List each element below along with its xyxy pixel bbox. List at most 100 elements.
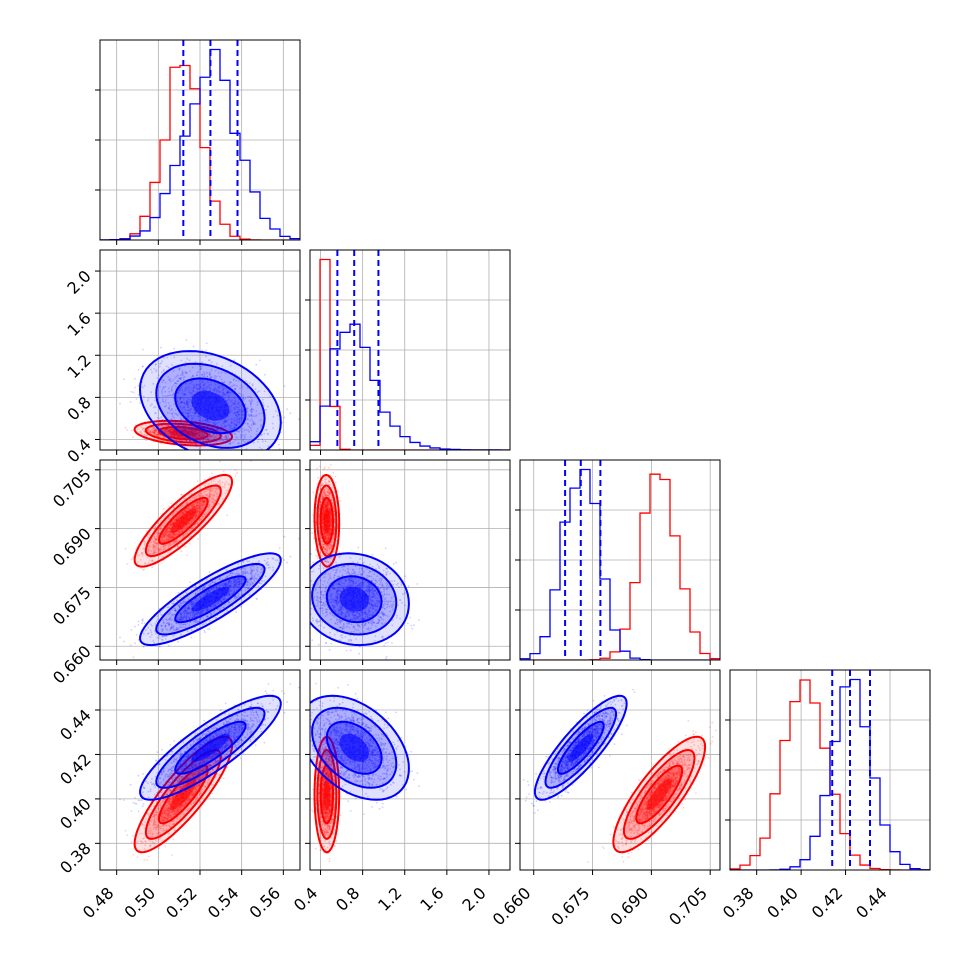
scatter-panel-3-0 <box>99 669 301 871</box>
y-tick-label: 0.8 <box>63 393 94 424</box>
density-fill <box>191 733 230 762</box>
hist-panel-1 <box>305 249 511 451</box>
density-contour <box>157 496 209 545</box>
scatter-panel-3-2 <box>519 669 721 871</box>
scatter-panel-3-1 <box>309 669 511 871</box>
x-tick-label: 0.4 <box>290 883 321 914</box>
grid-lines <box>100 460 300 660</box>
panel-frame <box>309 249 511 451</box>
histogram-step-line <box>310 258 510 450</box>
y-tick-label: 0.660 <box>49 642 95 688</box>
scatter-panel-2-0 <box>99 459 301 661</box>
density-contour <box>311 706 398 789</box>
x-tick-label: 0.40 <box>763 883 802 922</box>
panel-content <box>100 250 300 450</box>
density-contour <box>612 735 707 854</box>
y-tick-label: 0.675 <box>49 583 95 629</box>
density-contour <box>622 748 696 840</box>
density-contour <box>155 706 266 789</box>
grid-lines <box>520 460 720 660</box>
density-contour <box>174 377 247 435</box>
density-contour <box>319 496 334 545</box>
panel-content <box>520 670 720 870</box>
y-tick-label: 0.4 <box>63 435 94 466</box>
density-contour <box>157 764 209 825</box>
density-fill <box>646 778 672 810</box>
density-fill <box>170 508 197 534</box>
density-contour <box>144 484 222 558</box>
panel-content <box>100 460 300 660</box>
x-tick-label: 0.56 <box>246 883 285 922</box>
x-tick-label: 0.42 <box>808 883 847 922</box>
histogram-step-line <box>100 48 300 240</box>
panel-content <box>100 670 300 870</box>
density-contour <box>138 350 282 450</box>
x-tick-label: 0.690 <box>606 883 652 929</box>
density-contour <box>133 473 234 568</box>
density-contour <box>310 552 410 647</box>
x-tick-label: 0.705 <box>665 883 711 929</box>
grid-lines <box>100 670 300 870</box>
density-fill <box>191 586 230 612</box>
density-contour <box>313 735 341 854</box>
density-contour <box>325 575 383 624</box>
y-tick-label: 0.42 <box>56 750 95 789</box>
density-contour <box>144 748 222 840</box>
y-tick-label: 0.44 <box>56 705 95 744</box>
x-tick-label: 0.50 <box>121 883 160 922</box>
scatter-panel-2-1 <box>309 459 511 661</box>
panel-frame <box>519 459 721 661</box>
x-tick-label: 0.44 <box>852 883 891 922</box>
density-contour <box>556 720 605 775</box>
hist-panel-2 <box>515 459 721 661</box>
panel-frame <box>729 669 931 871</box>
density-fill <box>323 508 331 534</box>
density-contour <box>544 706 618 789</box>
density-contour <box>155 362 266 449</box>
grid-lines <box>520 670 720 870</box>
y-tick-label: 0.38 <box>56 839 95 878</box>
density-contour <box>139 694 282 801</box>
panel-frame <box>309 669 511 871</box>
density-contour <box>311 562 398 636</box>
hist-panel-0 <box>95 39 301 241</box>
density-contour <box>139 552 282 647</box>
density-fill <box>191 391 230 421</box>
panel-content <box>730 670 930 870</box>
panel-content <box>520 460 720 660</box>
x-tick-label: 0.52 <box>162 883 201 922</box>
y-tick-label: 0.690 <box>49 524 95 570</box>
panel-content <box>310 250 510 450</box>
x-tick-label: 1.2 <box>374 883 405 914</box>
density-fill <box>568 733 594 762</box>
panel-content <box>310 460 510 660</box>
y-tick-label: 0.40 <box>56 794 95 833</box>
density-contour <box>174 575 247 624</box>
grid-lines <box>310 670 510 870</box>
density-contour <box>316 484 338 557</box>
panel-frame <box>519 669 721 871</box>
density-fill <box>339 733 369 762</box>
x-tick-label: 0.54 <box>204 883 243 922</box>
density-contour <box>174 720 247 775</box>
panel-frame <box>309 459 511 661</box>
density-contour <box>316 748 338 840</box>
x-tick-label: 0.38 <box>719 883 758 922</box>
hist-panel-3 <box>725 669 931 871</box>
grid-lines <box>310 250 510 450</box>
density-fill <box>339 586 369 612</box>
x-tick-label: 1.6 <box>416 883 447 914</box>
scatter-panel-1-0 <box>99 249 301 451</box>
density-contour <box>133 735 234 854</box>
y-tick-label: 1.6 <box>63 309 94 340</box>
grid-lines <box>100 250 300 450</box>
x-tick-label: 0.675 <box>548 883 594 929</box>
density-contour <box>155 562 266 636</box>
density-contour <box>533 694 628 801</box>
density-contour <box>325 720 383 775</box>
y-tick-label: 1.2 <box>63 351 94 382</box>
density-contour <box>310 694 410 801</box>
x-tick-label: 0.660 <box>489 883 535 929</box>
panel-content <box>100 40 300 240</box>
